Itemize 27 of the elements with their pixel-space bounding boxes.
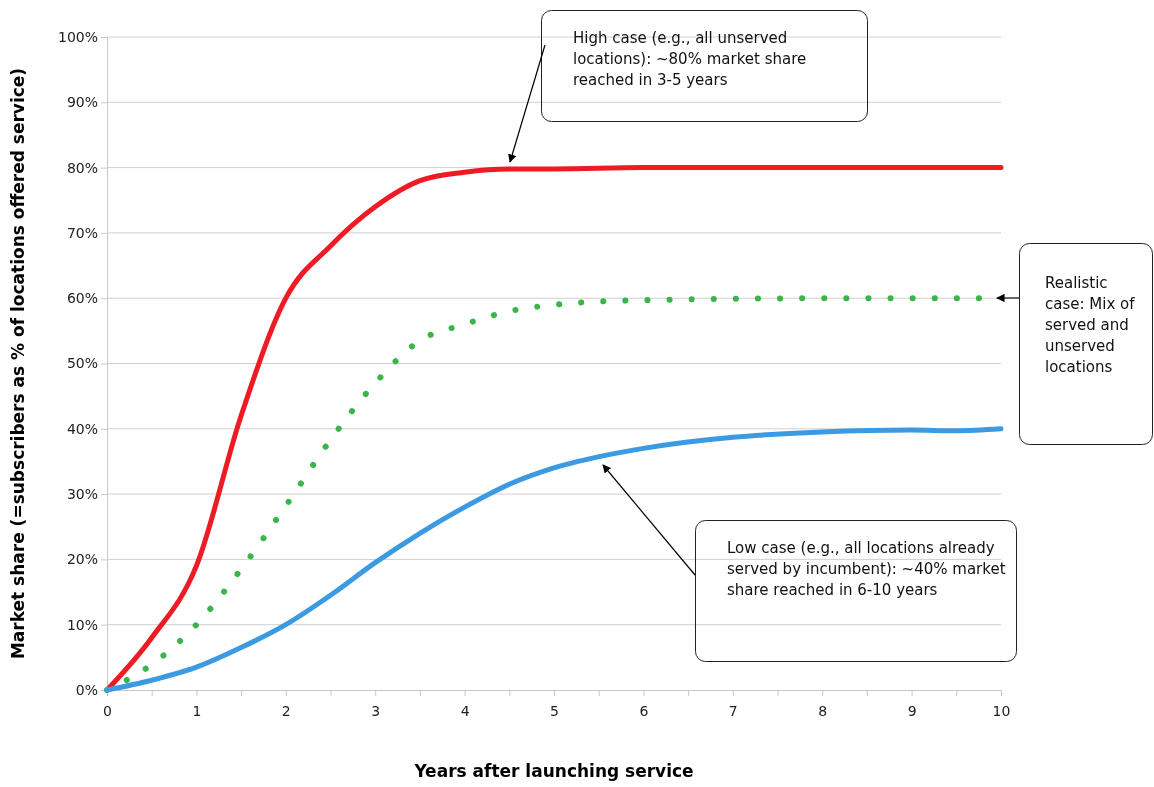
x-tick-label: 2 — [281, 702, 291, 719]
y-tick-label: 80% — [66, 159, 98, 176]
y-tick-label: 30% — [66, 486, 98, 503]
x-tick-label: 6 — [639, 702, 649, 719]
x-tick-label: 9 — [907, 702, 917, 719]
x-tick-label: 8 — [818, 702, 828, 719]
y-tick-label: 10% — [66, 616, 98, 633]
y-tick-label: 0% — [75, 681, 98, 698]
y-tick-label: 60% — [66, 290, 98, 307]
x-tick-label: 10 — [992, 702, 1011, 719]
x-tick-label: 3 — [371, 702, 381, 719]
text: Realistic case: Mix of served and unserved locations — [1044, 273, 1136, 378]
x-tick-label: 4 — [460, 702, 470, 719]
y-tick-label: 50% — [66, 355, 98, 372]
annotation: Low case (e.g., all locations already served by incumbent): ~40% market share reached in 6-10 years — [726, 538, 1007, 601]
x-tick-label: 0 — [103, 702, 112, 719]
x-tick-label: 7 — [728, 702, 738, 719]
y-tick-label: 40% — [66, 420, 98, 437]
y-axis-title: Market share (=subscribers as % of locations offered service) — [8, 67, 28, 660]
y-tick-label: 70% — [66, 224, 98, 241]
x-tick-label: 5 — [550, 702, 559, 719]
x-axis-title: Years after launching service — [413, 761, 694, 781]
annotation: High case (e.g., all unserved locations): ~80% market share reached in 3-5 years — [572, 28, 808, 91]
y-tick-label: 90% — [66, 94, 98, 111]
y-tick-label: 100% — [57, 28, 98, 45]
x-tick-label: 1 — [192, 702, 202, 719]
y-tick-label: 20% — [66, 551, 98, 568]
